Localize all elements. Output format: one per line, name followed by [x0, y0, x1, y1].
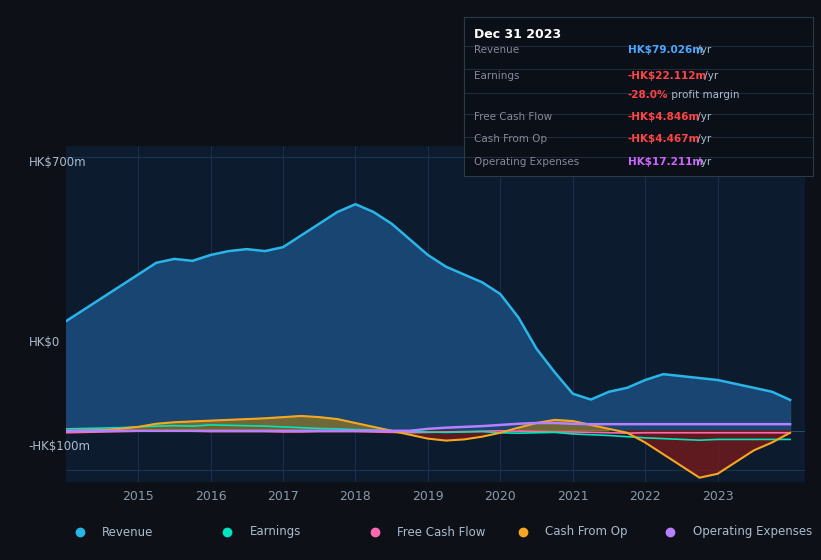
Text: Revenue: Revenue: [103, 525, 154, 539]
Text: profit margin: profit margin: [667, 90, 739, 100]
Text: Earnings: Earnings: [250, 525, 301, 539]
Text: Dec 31 2023: Dec 31 2023: [475, 28, 562, 41]
Text: Operating Expenses: Operating Expenses: [693, 525, 812, 539]
Text: Cash From Op: Cash From Op: [475, 134, 548, 144]
Text: HK$79.026m: HK$79.026m: [628, 45, 703, 55]
Text: HK$17.211m: HK$17.211m: [628, 157, 703, 167]
Text: Revenue: Revenue: [475, 45, 520, 55]
Text: Free Cash Flow: Free Cash Flow: [397, 525, 486, 539]
Text: Cash From Op: Cash From Op: [545, 525, 627, 539]
Text: /yr: /yr: [695, 112, 712, 122]
Text: -28.0%: -28.0%: [628, 90, 668, 100]
Text: -HK$100m: -HK$100m: [29, 440, 91, 453]
Text: /yr: /yr: [695, 157, 712, 167]
Text: -HK$4.467m: -HK$4.467m: [628, 134, 700, 144]
Text: /yr: /yr: [701, 71, 718, 81]
Text: /yr: /yr: [695, 45, 712, 55]
Text: Operating Expenses: Operating Expenses: [475, 157, 580, 167]
Text: -HK$4.846m: -HK$4.846m: [628, 112, 700, 122]
Text: HK$700m: HK$700m: [29, 156, 86, 169]
Text: HK$0: HK$0: [29, 335, 60, 349]
Text: -HK$22.112m: -HK$22.112m: [628, 71, 707, 81]
Text: Free Cash Flow: Free Cash Flow: [475, 112, 553, 122]
Text: /yr: /yr: [695, 134, 712, 144]
Text: Earnings: Earnings: [475, 71, 520, 81]
